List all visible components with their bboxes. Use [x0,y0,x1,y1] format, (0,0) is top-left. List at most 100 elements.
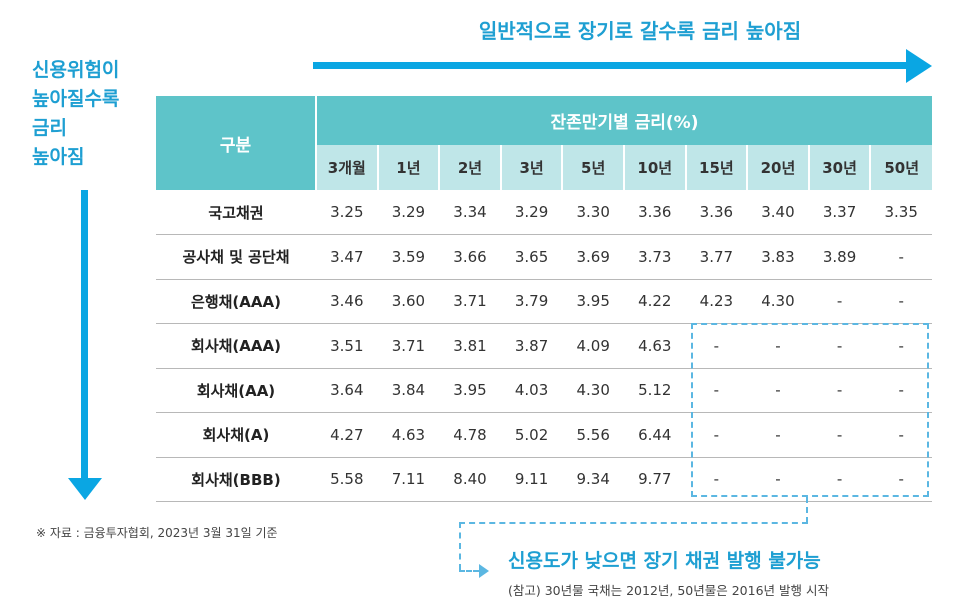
callout-connector [459,522,808,524]
credit-risk-caption-line: 높아질수록 [32,88,120,110]
rate-cell: 3.60 [377,279,440,324]
rate-cell: - [747,457,809,502]
rate-cell: 3.79 [500,279,563,324]
down-arrow-icon [68,478,102,500]
rate-cell: 4.30 [747,279,809,324]
rate-cell: 3.37 [808,190,871,235]
rate-cell: 3.77 [685,234,748,280]
rate-cell: - [747,368,809,413]
tenor-header: 20년 [746,145,809,190]
rate-cell: 3.95 [562,279,624,324]
rate-cell: - [870,457,933,502]
rate-cell: 4.63 [377,412,440,458]
bond-type-label: 공사채 및 공단채 [156,234,316,280]
callout-connector [459,522,461,570]
rate-cell: 3.34 [439,190,501,235]
rate-cell: 9.34 [562,457,624,502]
table-row: 은행채(AAA) 3.46 3.60 3.71 3.79 3.95 4.22 4.23 4.30… [156,279,933,324]
table-row: 회사채(A) 4.27 4.63 4.78 5.02 5.56 6.44- - - - [156,412,933,458]
rate-cell: 3.83 [747,234,809,280]
rate-cell: 4.22 [623,279,686,324]
bond-rate-table: 구분 잔존만기별 금리(%) 3개월 1년 2년 3년 5년 10년 15년 20년 30년 50… [156,96,933,502]
credit-risk-caption: 신용위험이 높아질수록 금리 높아짐 [32,56,152,172]
tenor-header: 3개월 [315,145,378,190]
rate-cell: - [747,412,809,458]
rate-cell: 4.30 [562,368,624,413]
rate-cell: 5.58 [316,457,378,502]
rate-cell: 3.73 [623,234,686,280]
credit-risk-caption-line: 신용위험이 [32,59,120,81]
callout-arrow-icon [479,564,489,578]
long-term-rate-caption: 일반적으로 장기로 갈수록 금리 높아짐 [478,19,802,43]
rate-cell: - [685,323,748,369]
rate-cell: - [808,323,871,369]
rate-cell: - [808,279,871,324]
rate-cell: 3.51 [316,323,378,369]
rate-cell: 3.29 [500,190,563,235]
rate-cell: 4.23 [685,279,748,324]
credit-risk-arrow-line [81,190,88,480]
table-row: 회사채(AA) 3.64 3.84 3.95 4.03 4.30 5.12- - - - [156,368,933,413]
tenor-header: 10년 [622,145,686,190]
rate-cell: 3.36 [623,190,686,235]
table-row: 회사채(AAA) 3.51 3.71 3.81 3.87 4.09 4.63- - - - [156,323,933,369]
reference-note: (참고) 30년물 국채는 2012년, 50년물은 2016년 발행 시작 [508,583,829,598]
right-arrow-icon [906,49,932,83]
rate-cell: 3.40 [747,190,809,235]
rate-cell: 3.36 [685,190,748,235]
rate-cell: 4.03 [500,368,563,413]
rate-cell: 3.29 [377,190,440,235]
rate-cell: - [747,323,809,369]
table-row: 공사채 및 공단채 3.47 3.59 3.66 3.65 3.69 3.73 3.77 3.8… [156,234,933,280]
tenor-header: 3년 [499,145,563,190]
rate-cell: 3.30 [562,190,624,235]
rate-cell: 3.95 [439,368,501,413]
rate-cell: 4.27 [316,412,378,458]
credit-risk-caption-line: 금리 [32,117,67,139]
category-header: 구분 [156,96,316,190]
rate-cell: - [870,234,933,280]
maturity-rate-header: 잔존만기별 금리(%) [314,96,933,145]
rate-cell: 3.25 [316,190,378,235]
rate-cell: 6.44 [623,412,686,458]
rate-cell: 9.11 [500,457,563,502]
rate-cell: 5.02 [500,412,563,458]
tenor-header: 1년 [376,145,440,190]
credit-risk-caption-line: 높아짐 [32,146,85,168]
rate-cell: 4.09 [562,323,624,369]
rate-cell: 9.77 [623,457,686,502]
callout-connector [459,570,479,572]
tenor-header: 2년 [438,145,501,190]
rate-cell: - [870,323,933,369]
rate-cell: 3.47 [316,234,378,280]
rate-cell: - [808,412,871,458]
tenor-header: 30년 [807,145,871,190]
rate-cell: 3.46 [316,279,378,324]
tenor-header: 15년 [684,145,748,190]
rate-cell: - [685,457,748,502]
bond-type-label: 회사채(AAA) [156,323,316,369]
rate-cell: - [685,368,748,413]
rate-cell: 3.81 [439,323,501,369]
rate-cell: 5.56 [562,412,624,458]
maturity-arrow-line [313,62,909,69]
rate-cell: 8.40 [439,457,501,502]
rate-cell: - [870,279,933,324]
table-row: 국고채권 3.25 3.29 3.34 3.29 3.30 3.36 3.36 3.40 3.37… [156,190,933,235]
bond-type-label: 은행채(AAA) [156,279,316,324]
low-credit-callout: 신용도가 낮으면 장기 채권 발행 불가능 [508,550,821,572]
rate-cell: 7.11 [377,457,440,502]
tenor-header: 50년 [869,145,933,190]
rate-cell: 3.71 [439,279,501,324]
rate-cell: 3.69 [562,234,624,280]
unavailable-long-term-highlight [691,323,929,497]
rate-cell: 3.35 [870,190,933,235]
rate-cell: - [870,412,933,458]
source-note: ※ 자료 : 금융투자협회, 2023년 3월 31일 기준 [36,526,278,540]
bond-type-label: 회사채(A) [156,412,316,458]
rate-cell: 3.64 [316,368,378,413]
table-row: 회사채(BBB) 5.58 7.11 8.40 9.11 9.34 9.77- - - - [156,457,933,502]
rate-cell: - [808,457,871,502]
rate-cell: - [685,412,748,458]
rate-cell: 3.89 [808,234,871,280]
